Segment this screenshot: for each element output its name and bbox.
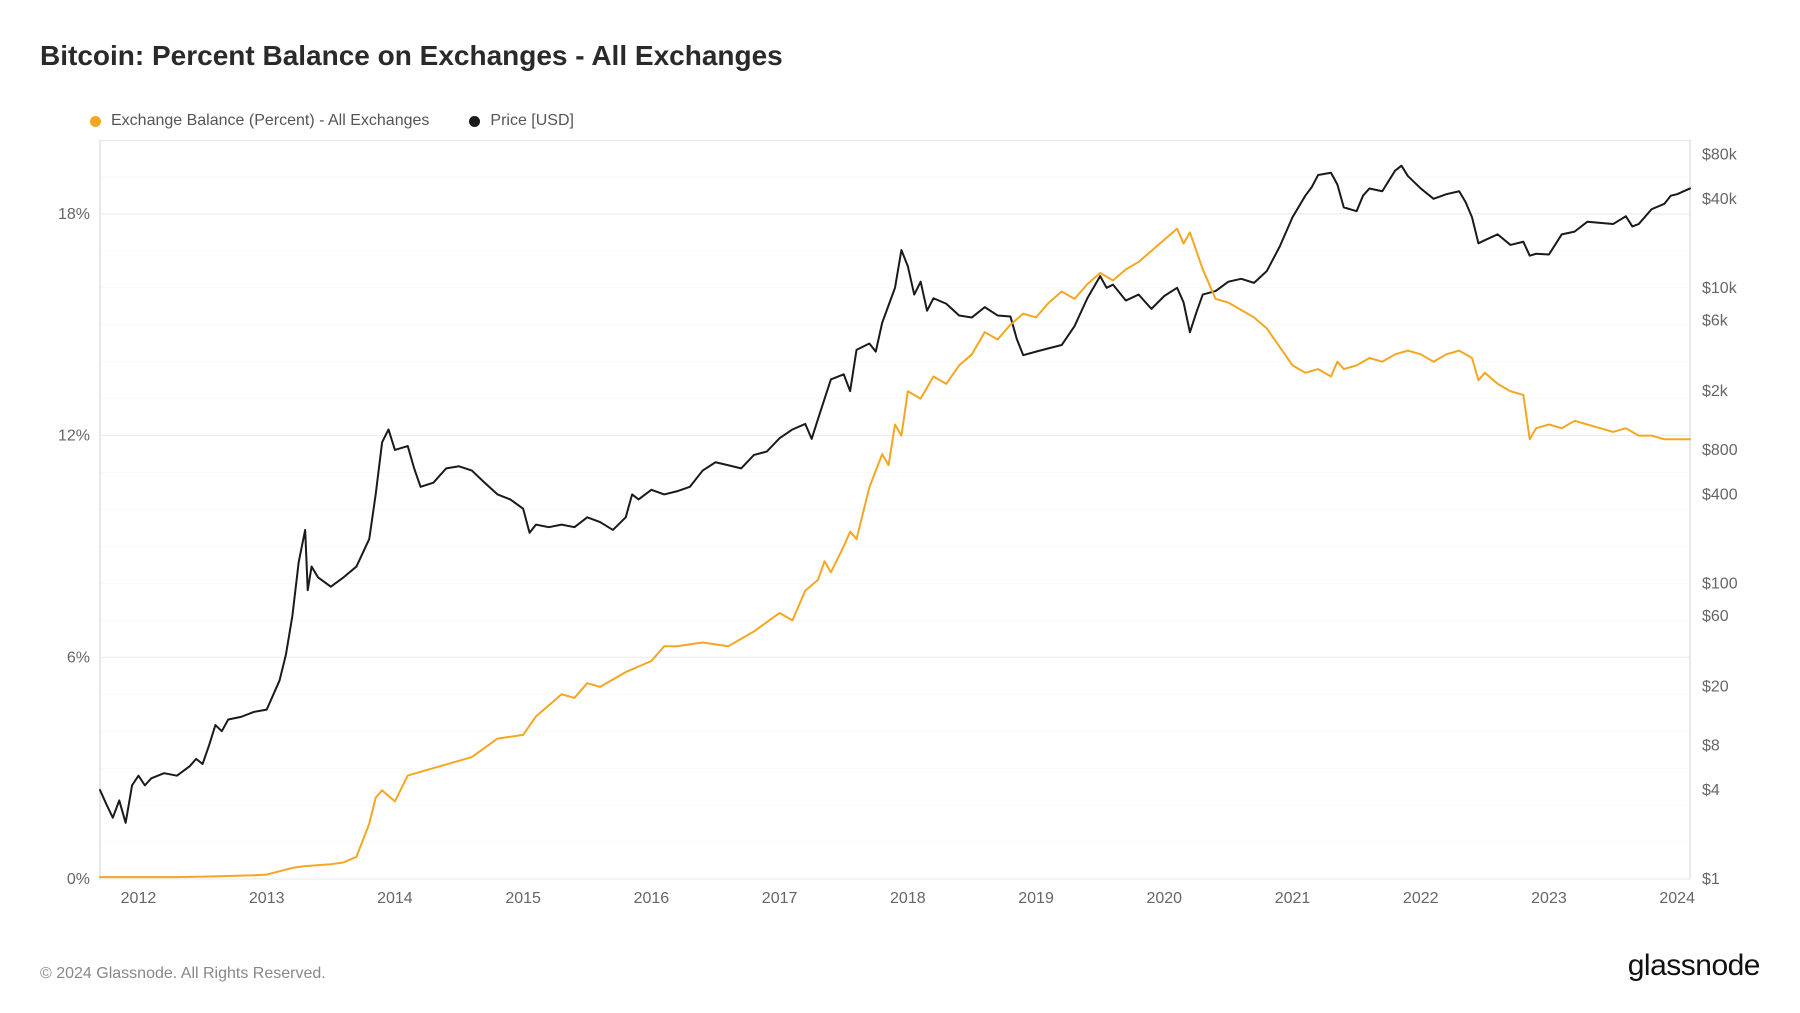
svg-text:2015: 2015 (505, 890, 541, 907)
legend-label-balance: Exchange Balance (Percent) - All Exchang… (111, 112, 429, 130)
chart-svg: 0% 6% 12% 18% $1 $4 $8 $20 $60 $100 $400 $800 $2k $6k… (40, 140, 1760, 914)
svg-text:$80k: $80k (1702, 146, 1738, 163)
svg-text:$400: $400 (1702, 486, 1738, 503)
svg-text:$4: $4 (1702, 782, 1720, 799)
svg-text:2020: 2020 (1146, 890, 1182, 907)
svg-text:2023: 2023 (1531, 890, 1567, 907)
svg-text:$6k: $6k (1702, 313, 1729, 330)
svg-text:2022: 2022 (1403, 890, 1439, 907)
svg-text:$2k: $2k (1702, 383, 1729, 400)
chart-footer: © 2024 Glassnode. All Rights Reserved. g… (40, 949, 1760, 983)
legend-dot-price (469, 116, 480, 127)
svg-text:6%: 6% (67, 649, 90, 666)
copyright-text: © 2024 Glassnode. All Rights Reserved. (40, 965, 326, 983)
svg-text:2012: 2012 (121, 890, 157, 907)
chart-title: Bitcoin: Percent Balance on Exchanges - … (40, 40, 1760, 72)
svg-text:12%: 12% (58, 428, 90, 445)
svg-text:$800: $800 (1702, 442, 1738, 459)
svg-text:18%: 18% (58, 206, 90, 223)
svg-text:2018: 2018 (890, 890, 926, 907)
chart-container: Bitcoin: Percent Balance on Exchanges - … (0, 0, 1800, 1013)
svg-text:2024: 2024 (1659, 890, 1695, 907)
svg-text:$20: $20 (1702, 679, 1729, 696)
legend-item-price: Price [USD] (469, 112, 574, 130)
svg-text:2014: 2014 (377, 890, 413, 907)
svg-text:2021: 2021 (1275, 890, 1311, 907)
svg-text:0%: 0% (67, 871, 90, 888)
svg-text:2019: 2019 (1018, 890, 1054, 907)
svg-text:2013: 2013 (249, 890, 285, 907)
svg-text:$10k: $10k (1702, 280, 1738, 297)
svg-text:$1: $1 (1702, 871, 1720, 888)
svg-text:$100: $100 (1702, 575, 1738, 592)
svg-text:$8: $8 (1702, 738, 1720, 755)
legend-dot-balance (90, 116, 101, 127)
brand-logo: glassnode (1628, 949, 1760, 983)
chart-plot-area: 0% 6% 12% 18% $1 $4 $8 $20 $60 $100 $400 $800 $2k $6k… (40, 140, 1760, 914)
legend-item-balance: Exchange Balance (Percent) - All Exchang… (90, 112, 429, 130)
svg-text:2017: 2017 (762, 890, 798, 907)
svg-text:2016: 2016 (634, 890, 670, 907)
svg-text:$40k: $40k (1702, 191, 1738, 208)
legend-label-price: Price [USD] (490, 112, 574, 130)
chart-legend: Exchange Balance (Percent) - All Exchang… (90, 112, 1760, 130)
svg-text:$60: $60 (1702, 608, 1729, 625)
